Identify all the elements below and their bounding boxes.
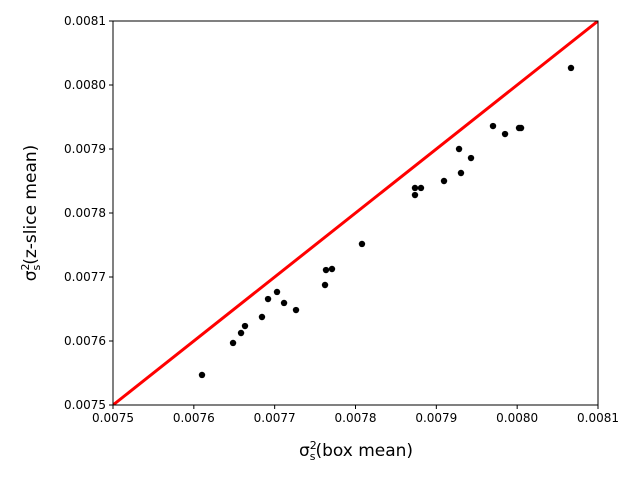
point [489, 122, 497, 130]
y-label-sup: 2 [19, 264, 32, 271]
y-tick-label: 0.0076 [64, 334, 106, 348]
point [321, 281, 329, 289]
x-tick-label: 0.0077 [254, 411, 296, 425]
x-label-sup: 2 [310, 439, 317, 452]
point [501, 130, 509, 138]
x-tick-label: 0.0081 [577, 411, 619, 425]
point [280, 299, 288, 307]
x-tick-label: 0.0080 [496, 411, 538, 425]
point [517, 124, 525, 132]
point [455, 145, 463, 153]
point [322, 266, 330, 274]
x-tick-label: 0.0076 [173, 411, 215, 425]
point [273, 288, 281, 296]
point [198, 371, 206, 379]
x-tick-label: 0.0075 [92, 411, 134, 425]
point [358, 240, 366, 248]
point [328, 265, 336, 273]
point [411, 184, 419, 192]
y-tick-label: 0.0075 [64, 398, 106, 412]
x-axis-label: σ2 s(box mean) [299, 439, 413, 463]
point [264, 295, 272, 303]
plot-frame [112, 20, 599, 406]
point [292, 306, 300, 314]
x-label-symbol: σ [299, 441, 310, 461]
point [457, 169, 465, 177]
y-tick-label: 0.0079 [64, 142, 106, 156]
point [411, 191, 419, 199]
point [258, 313, 266, 321]
point [440, 177, 448, 185]
y-label-symbol: σ [21, 270, 41, 281]
point [417, 184, 425, 192]
x-label-text: (box mean) [315, 441, 413, 461]
point [567, 64, 575, 72]
point [237, 329, 245, 337]
x-label-sub: s [310, 450, 316, 463]
point [229, 339, 237, 347]
y-tick-label: 0.0080 [64, 78, 106, 92]
y-tick-label: 0.0081 [64, 14, 106, 28]
point [241, 322, 249, 330]
identity-line [113, 21, 598, 405]
point [467, 154, 475, 162]
x-tick-label: 0.0079 [415, 411, 457, 425]
y-label-text: (z-slice mean) [21, 145, 41, 265]
y-label-sub: s [30, 265, 43, 271]
x-tick-label: 0.0078 [335, 411, 377, 425]
y-tick-label: 0.0077 [64, 270, 106, 284]
y-axis-label: σ2s(z-slice mean) [19, 145, 43, 282]
y-tick-label: 0.0078 [64, 206, 106, 220]
